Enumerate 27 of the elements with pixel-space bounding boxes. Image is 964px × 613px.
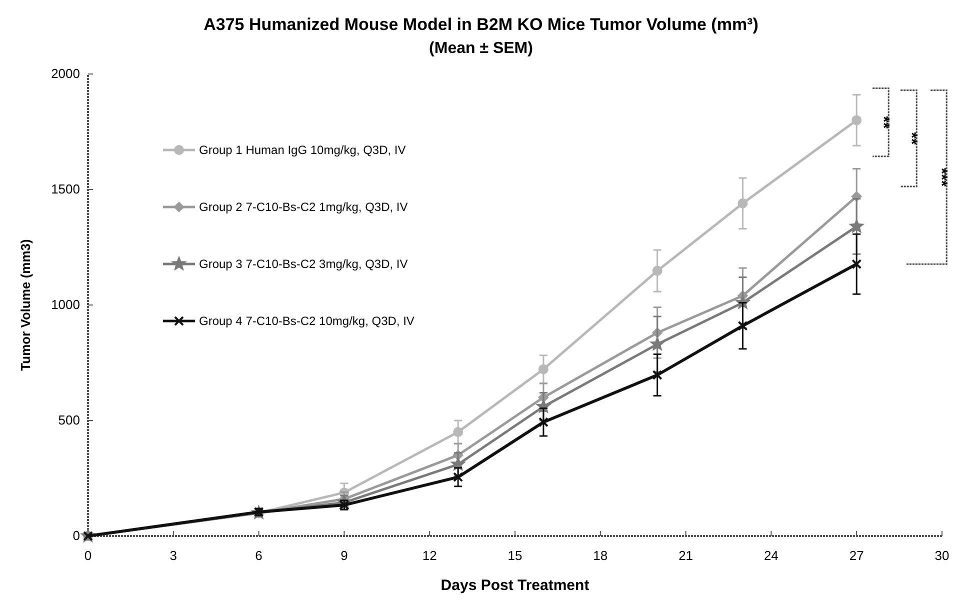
y-axis-title: Tumor Volume (mm3) <box>18 239 33 371</box>
y-tick-label: 1500 <box>51 182 80 196</box>
x-tick-label: 12 <box>422 548 437 563</box>
y-tick-label: 1000 <box>51 297 80 312</box>
legend-label: Group 1 Human IgG 10mg/kg, Q3D, IV <box>199 143 406 157</box>
legend-label: Group 2 7-C10-Bs-C2 1mg/kg, Q3D, IV <box>199 200 408 214</box>
annotation: *** <box>932 168 950 188</box>
y-tick-label: 500 <box>58 412 80 428</box>
x-tick-label: 30 <box>934 548 950 563</box>
chart-subtitle: (Mean ± SEM) <box>429 40 533 57</box>
y-tick-label: 2000 <box>51 66 80 81</box>
x-tick-label: 27 <box>849 548 864 563</box>
legend-label: Group 4 7-C10-Bs-C2 10mg/kg, Q3D, IV <box>199 314 414 328</box>
y-tick-label: 0 <box>72 528 80 543</box>
x-tick-label: 3 <box>170 548 178 563</box>
x-axis-title: Days Post Treatment <box>440 577 590 594</box>
x-tick-label: 21 <box>678 548 694 563</box>
x-tick-label: 6 <box>255 548 262 563</box>
x-tick-label: 0 <box>84 548 92 563</box>
annotation: ** <box>874 116 892 130</box>
legend-label: Group 3 7-C10-Bs-C2 3mg/kg, Q3D, IV <box>199 257 408 271</box>
annotation: ** <box>902 132 920 146</box>
x-tick-label: 24 <box>764 548 778 563</box>
chart-title: A375 Humanized Mouse Model in B2M KO Mice Tumor Volume (mm³) <box>204 15 758 34</box>
x-tick-label: 9 <box>340 548 348 563</box>
x-tick-label: 18 <box>593 548 608 563</box>
x-tick-label: 15 <box>508 548 522 563</box>
